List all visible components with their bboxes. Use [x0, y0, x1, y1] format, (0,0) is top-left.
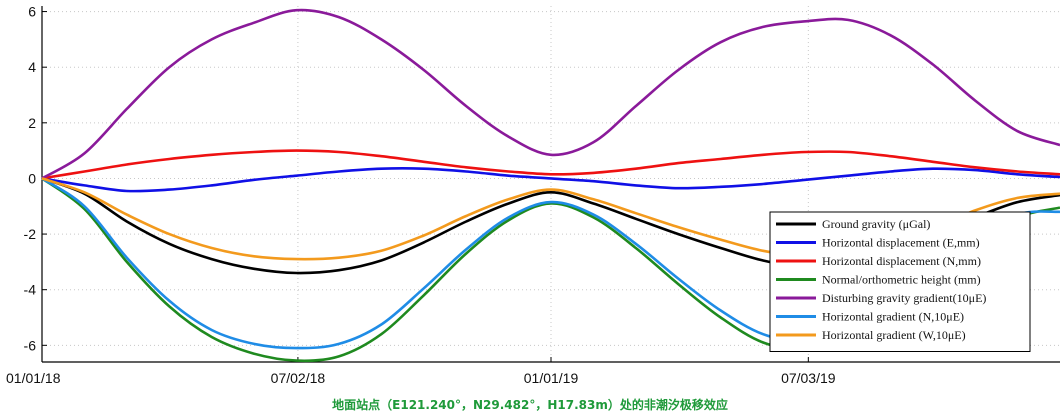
x-tick-label: 07/02/18: [271, 370, 326, 386]
x-tick-label: 07/03/19: [781, 370, 836, 386]
legend-label-1: Ground gravity (μGal): [822, 217, 930, 231]
legend-label-4: Normal/orthometric height (mm): [822, 273, 981, 287]
legend-box: [769, 211, 1031, 352]
y-tick-label: -4: [24, 282, 37, 298]
y-tick-label: -2: [24, 226, 37, 242]
chart-caption: 地面站点（E121.240°，N29.482°，H17.83m）处的非潮汐极移效…: [332, 398, 728, 412]
x-tick-label: 01/01/19: [524, 370, 579, 386]
y-tick-label: -6: [24, 337, 37, 353]
series-line-2: [41, 167, 1060, 193]
series-line-3: [41, 149, 1060, 180]
y-tick-label: 6: [28, 4, 36, 20]
legend-label-2: Horizontal displacement (E,mm): [822, 236, 980, 250]
legend-label-5: Disturbing gravity gradient(10μE): [822, 291, 986, 305]
legend-label-7: Horizontal gradient (W,10μE): [822, 328, 966, 342]
y-tick-label: 4: [28, 59, 36, 75]
y-tick-label: 0: [28, 170, 36, 186]
series-line-5: [41, 8, 1060, 180]
chart-svg: 6 4 2 0 -2 -4 -6 01/01/18 07/02/18 01/01/19 07/03/…: [6, 4, 1060, 386]
legend-label-3: Horizontal displacement (N,mm): [822, 254, 981, 268]
legend-label-6: Horizontal gradient (N,10μE): [822, 310, 964, 324]
y-tick-label: 2: [28, 115, 36, 131]
x-tick-label: 01/01/18: [6, 370, 61, 386]
